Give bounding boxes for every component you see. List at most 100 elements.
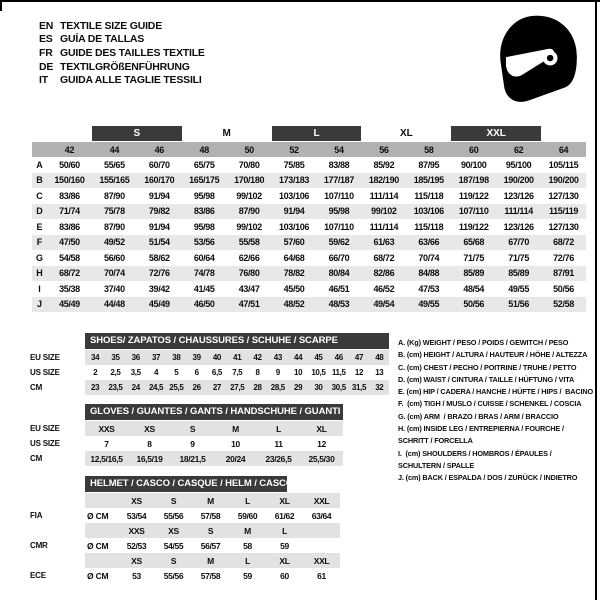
size-value: 30,5: [328, 380, 349, 395]
size-label: XL: [266, 553, 303, 568]
size-number: 48: [199, 144, 210, 155]
size-value: M: [214, 421, 257, 436]
size-label: M: [229, 523, 266, 538]
size-label: S: [192, 523, 229, 538]
measurement-value: 39/42: [148, 283, 170, 294]
page-title: TEXTILE SIZE GUIDE: [60, 19, 162, 32]
measurement-value: 58/62: [148, 252, 170, 263]
size-number: 60: [469, 144, 479, 155]
row-letter: F: [36, 237, 43, 248]
table-row: I 35/38 37/40 39/42 41/45 43/47 45/50 46/51 46/5…: [32, 281, 586, 297]
size-value: 11,5: [331, 368, 346, 377]
measurement-value: 49/54: [373, 299, 395, 310]
measurement-value: 91/94: [283, 206, 305, 217]
row-label: FIA: [30, 511, 43, 520]
language-code: IT: [39, 74, 48, 87]
legend-item: A. (Kg) WEIGHT / PESO / POIDS / GEWITCH …: [398, 338, 569, 347]
measurement-value: 87/90: [238, 206, 260, 217]
measurement-value: 115/119: [548, 206, 579, 217]
size-value: 8: [147, 438, 152, 449]
size-value: 3,5: [130, 368, 141, 377]
size-value: 16,5/19: [128, 451, 171, 466]
table-title: SHOES/ ZAPATOS / CHAUSSURES / SCHUHE / S…: [85, 333, 390, 349]
legend-item: G. (cm) ARM / BRAZO / BRAS / ARM / BRACC…: [398, 411, 559, 421]
size-value: 7,5: [232, 368, 243, 377]
measurement-value: 50/56: [553, 283, 574, 294]
measurement-value: 46/51: [328, 283, 350, 294]
measurement-value: 49/52: [103, 237, 125, 248]
title-bar-cell: GLOVES / GUANTES / GANTS / HANDSCHUHE / …: [85, 404, 343, 421]
row-letter: A: [36, 159, 43, 170]
size-label: XXL: [303, 493, 340, 508]
measurement-value: 79/82: [148, 206, 170, 217]
page-title: TEXTILGRÖßENFÜHRUNG: [60, 60, 190, 73]
unit-label: Ø CM: [87, 540, 109, 551]
measurement-value: 123/126: [503, 190, 534, 201]
size-value: XXS: [85, 421, 128, 436]
measurement-value: 76/80: [238, 268, 260, 279]
size-group-label: L: [271, 126, 362, 141]
measurement-value: 177/187: [323, 175, 354, 186]
measurement-value: 70/80: [238, 159, 260, 170]
size-value: 27,5: [227, 380, 248, 395]
helmet-size-row: XS S M L XL XXL: [24, 493, 340, 508]
measurement-value: 115/118: [414, 221, 444, 232]
size-value: 57/58: [200, 510, 221, 521]
language-row: FR GUIDE DES TAILLES TEXTILE: [39, 46, 205, 60]
measurement-value: 61/63: [373, 237, 395, 248]
measurement-value: 95/98: [193, 190, 215, 201]
size-value: 12: [354, 368, 364, 377]
table-row: C 83/86 87/90 91/94 95/98 99/102 103/106 107/11…: [32, 188, 586, 204]
measurement-value: 78/82: [283, 268, 305, 279]
measurement-value: 111/114: [504, 206, 533, 217]
size-number: 50: [244, 144, 254, 155]
size-value: 23: [85, 380, 106, 395]
measurement-value: 45/49: [59, 299, 80, 310]
language-code: DE: [39, 60, 54, 73]
measurement-value: 87/90: [103, 221, 125, 232]
size-value: 8: [255, 368, 260, 377]
size-value: 2: [93, 368, 98, 377]
size-value: 32: [369, 380, 390, 395]
measurement-value: 68/72: [59, 268, 80, 279]
measurement-value: 82/86: [373, 268, 395, 279]
size-group-row: S M L XL XXL: [32, 126, 586, 141]
measurement-value: 49/55: [418, 299, 440, 310]
measurement-value: 91/94: [148, 221, 170, 232]
measurement-value: 57/60: [283, 237, 305, 248]
measurement-value: 60/64: [193, 252, 215, 263]
measurement-legend: A. (Kg) WEIGHT / PESO / POIDS / GEWITCH …: [398, 337, 594, 485]
size-number: 52: [289, 144, 299, 155]
size-value: S: [171, 421, 214, 436]
measurement-value: 48/52: [283, 299, 305, 310]
size-label: L: [229, 493, 266, 508]
size-value: 2,5: [110, 368, 121, 377]
table-row: E 83/86 87/90 91/94 95/98 99/102 103/106 107/11…: [32, 219, 586, 235]
size-label: XXL: [303, 553, 340, 568]
measurement-value: 46/50: [193, 299, 215, 310]
size-number: 44: [109, 144, 120, 155]
size-value: 23,5: [105, 380, 126, 395]
measurement-value: 49/55: [508, 283, 529, 294]
shoes-size-table: SHOES/ ZAPATOS / CHAUSSURES / SCHUHE / S…: [24, 333, 390, 395]
size-value: 63/64: [311, 510, 332, 521]
row-label: US SIZE: [30, 368, 60, 377]
table-row: CM 23 23,5 24 24,5 25,5 26 27 27,5 28 28,5 29 30 30,5…: [24, 380, 390, 395]
size-value: 13: [375, 368, 384, 377]
table-title: GLOVES / GUANTES / GANTS / HANDSCHUHE / …: [85, 404, 343, 420]
table-row: D 71/74 75/78 79/82 83/86 87/90 91/94 95/98 99/1…: [32, 203, 586, 219]
title-bar-cell: SHOES/ ZAPATOS / CHAUSSURES / SCHUHE / S…: [85, 333, 390, 350]
language-code: EN: [39, 19, 54, 32]
size-value: 7: [104, 438, 109, 449]
row-label: CMR: [30, 541, 48, 550]
empty-cell: [24, 476, 85, 493]
measurement-value: 127/130: [548, 221, 579, 232]
size-value: 35: [105, 350, 126, 365]
measurement-value: 170/180: [234, 175, 265, 186]
measurement-value: 47/53: [418, 283, 440, 294]
header-bar-row: SHOES/ ZAPATOS / CHAUSSURES / SCHUHE / S…: [24, 333, 390, 350]
language-code: ES: [39, 33, 53, 46]
table-row: EU SIZE XXS XS S M L XL: [24, 421, 343, 436]
measurement-value: 95/100: [505, 159, 532, 170]
size-value: 12,5/16,5: [85, 451, 128, 466]
